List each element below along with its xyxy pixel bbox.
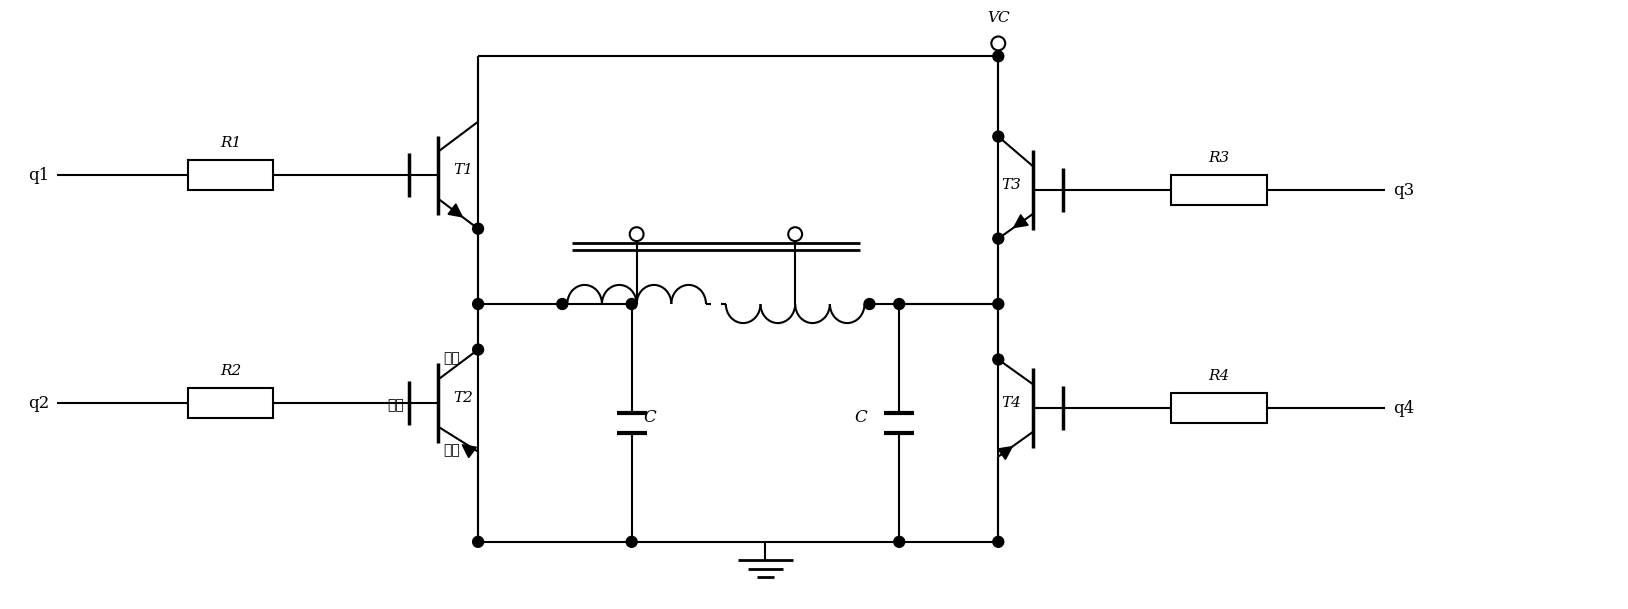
Circle shape <box>472 537 484 547</box>
Circle shape <box>993 354 1004 365</box>
Text: q3: q3 <box>1392 181 1415 199</box>
Text: C: C <box>643 409 656 426</box>
Bar <box>187 388 274 418</box>
Text: C: C <box>855 409 868 426</box>
Polygon shape <box>998 446 1013 459</box>
Polygon shape <box>448 204 462 217</box>
Text: VC: VC <box>987 10 1009 24</box>
Text: 漏极: 漏极 <box>443 443 461 457</box>
Circle shape <box>993 51 1004 62</box>
Circle shape <box>993 537 1004 547</box>
Circle shape <box>472 298 484 309</box>
Bar <box>1171 393 1267 423</box>
Text: q2: q2 <box>28 395 49 412</box>
Text: T2: T2 <box>453 391 474 405</box>
Text: R3: R3 <box>1208 151 1229 165</box>
Text: R1: R1 <box>220 136 241 150</box>
Circle shape <box>993 298 1004 309</box>
Polygon shape <box>1014 215 1029 227</box>
Circle shape <box>472 344 484 355</box>
Circle shape <box>864 298 874 309</box>
Text: T1: T1 <box>453 163 474 177</box>
Circle shape <box>993 131 1004 142</box>
Circle shape <box>627 298 637 309</box>
Bar <box>1171 175 1267 205</box>
Text: q1: q1 <box>28 167 49 184</box>
Bar <box>187 160 274 190</box>
Circle shape <box>627 537 637 547</box>
Text: 源极: 源极 <box>443 351 461 365</box>
Text: q4: q4 <box>1392 400 1415 417</box>
Text: R2: R2 <box>220 364 241 378</box>
Text: R4: R4 <box>1208 369 1229 383</box>
Text: 栅极: 栅极 <box>387 398 404 412</box>
Circle shape <box>894 298 905 309</box>
Circle shape <box>993 233 1004 244</box>
Circle shape <box>472 224 484 234</box>
Circle shape <box>894 537 905 547</box>
Text: T4: T4 <box>1001 396 1021 410</box>
Polygon shape <box>462 445 477 457</box>
Circle shape <box>557 298 568 309</box>
Text: T3: T3 <box>1001 178 1021 192</box>
